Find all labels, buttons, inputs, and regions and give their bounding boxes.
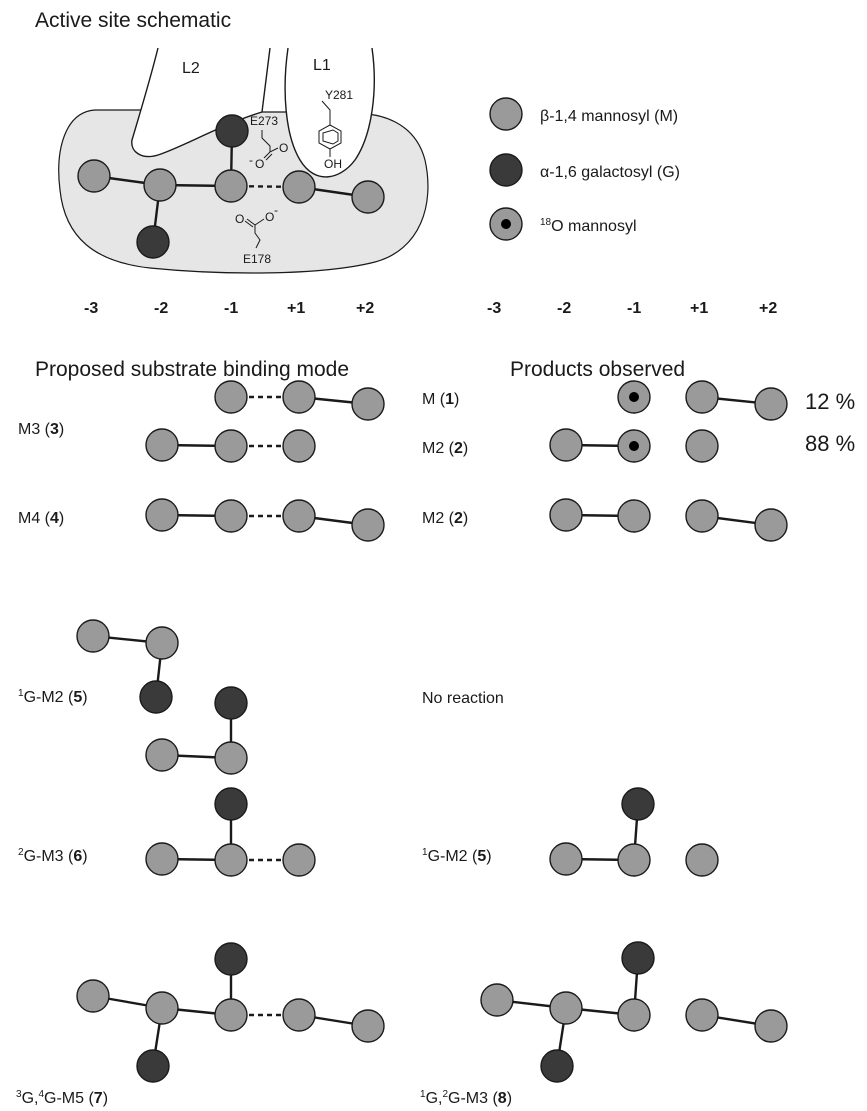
e178-o-left: O — [235, 212, 244, 226]
oh-label: OH — [324, 157, 342, 171]
product-label-m1: M (1) — [422, 391, 459, 408]
y281-label: Y281 — [325, 88, 353, 102]
no-reaction-label: No reaction — [422, 690, 504, 707]
e273-o-bottom: O — [255, 157, 264, 171]
legend-o18-dot — [501, 219, 511, 229]
substrate-2g-m3 — [145, 787, 316, 877]
products-title: Products observed — [510, 358, 685, 381]
substrate-label-m3: M3 (3) — [18, 421, 64, 438]
legend: β-1,4 mannosyl (M) α-1,6 galactosyl (G) … — [489, 97, 680, 241]
subsite-label: +1 — [287, 300, 305, 317]
subsite-label: -1 — [627, 300, 641, 317]
subsite-axis-left: -3 -2 -1 +1 +2 — [84, 300, 374, 317]
tyrosine-y281: Y281 OH — [318, 88, 353, 171]
percent-m1: 12 % — [805, 389, 855, 414]
e178-o-right: O — [265, 210, 274, 224]
product-label-m2: M2 (2) — [422, 440, 468, 457]
substrate-label-3g4g-m5: 3G,4G-M5 (7) — [16, 1089, 108, 1107]
binding-mode-title: Proposed substrate binding mode — [35, 358, 349, 381]
product-m2-pair — [549, 498, 788, 542]
product-1g-m2 — [549, 787, 719, 877]
substrate-label-m4: M4 (4) — [18, 510, 64, 527]
subsite-axis-right: -3 -2 -1 +1 +2 — [487, 300, 777, 317]
product-label-m2-from-m4: M2 (2) — [422, 510, 468, 527]
substrate-label-g-m2: 1G-M2 (5) — [18, 688, 88, 706]
glutamate-e273: E273 O O - — [249, 114, 288, 171]
subsite-label: +2 — [759, 300, 777, 317]
subsite-label: -2 — [557, 300, 571, 317]
substrate-3g4g-m5 — [76, 942, 385, 1083]
active-site-title: Active site schematic — [35, 9, 231, 32]
subsite-label: -3 — [487, 300, 501, 317]
percent-m2: 88 % — [805, 431, 855, 456]
subsite-label: +1 — [690, 300, 708, 317]
e178-label: E178 — [243, 252, 271, 266]
substrate-label-2g-m3: 2G-M3 (6) — [18, 847, 88, 865]
legend-galactosyl-label: α-1,6 galactosyl (G) — [540, 164, 680, 181]
subsite-label: -3 — [84, 300, 98, 317]
mannosyl-subsite-3 — [77, 159, 111, 193]
glutamate-e178: O O - E178 — [235, 203, 278, 266]
substrate-m4 — [145, 498, 385, 542]
subsite-label: -2 — [154, 300, 168, 317]
mannosyl-subsite-2 — [143, 168, 177, 202]
substrate-g-m2-mode-a — [76, 619, 179, 714]
product-m1 — [617, 380, 788, 421]
e273-label: E273 — [250, 114, 278, 128]
active-site-sugar-chain — [77, 114, 385, 259]
subsite-label: +2 — [356, 300, 374, 317]
subsite-label: -1 — [224, 300, 238, 317]
mannosyl-subsite+2 — [351, 180, 385, 214]
mannosyl-subsite-1 — [214, 169, 248, 203]
product-label-1g2g-m3: 1G,2G-M3 (8) — [420, 1089, 512, 1107]
loop-l2-label: L2 — [182, 60, 200, 77]
galactosyl-subsite-1 — [215, 114, 249, 148]
legend-galactosyl-swatch — [489, 153, 523, 187]
e273-o-charge: - — [249, 153, 253, 167]
substrate-m3-mode-b — [145, 428, 316, 463]
product-label-1g-m2: 1G-M2 (5) — [422, 847, 492, 865]
loop-l1-label: L1 — [313, 57, 331, 74]
product-1g2g-m3 — [480, 941, 788, 1083]
legend-mannosyl-label: β-1,4 mannosyl (M) — [540, 108, 678, 125]
product-m2-o18 — [549, 428, 719, 463]
galactosyl-subsite-2 — [136, 225, 170, 259]
legend-mannosyl-swatch — [489, 97, 523, 131]
legend-o18-label: 18O mannosyl — [540, 217, 637, 235]
substrate-m3-mode-a — [214, 380, 385, 421]
e178-o-charge: - — [274, 203, 278, 217]
e273-o-top: O — [279, 141, 288, 155]
mannosyl-subsite+1 — [282, 170, 316, 204]
substrate-g-m2-mode-b — [145, 686, 248, 775]
